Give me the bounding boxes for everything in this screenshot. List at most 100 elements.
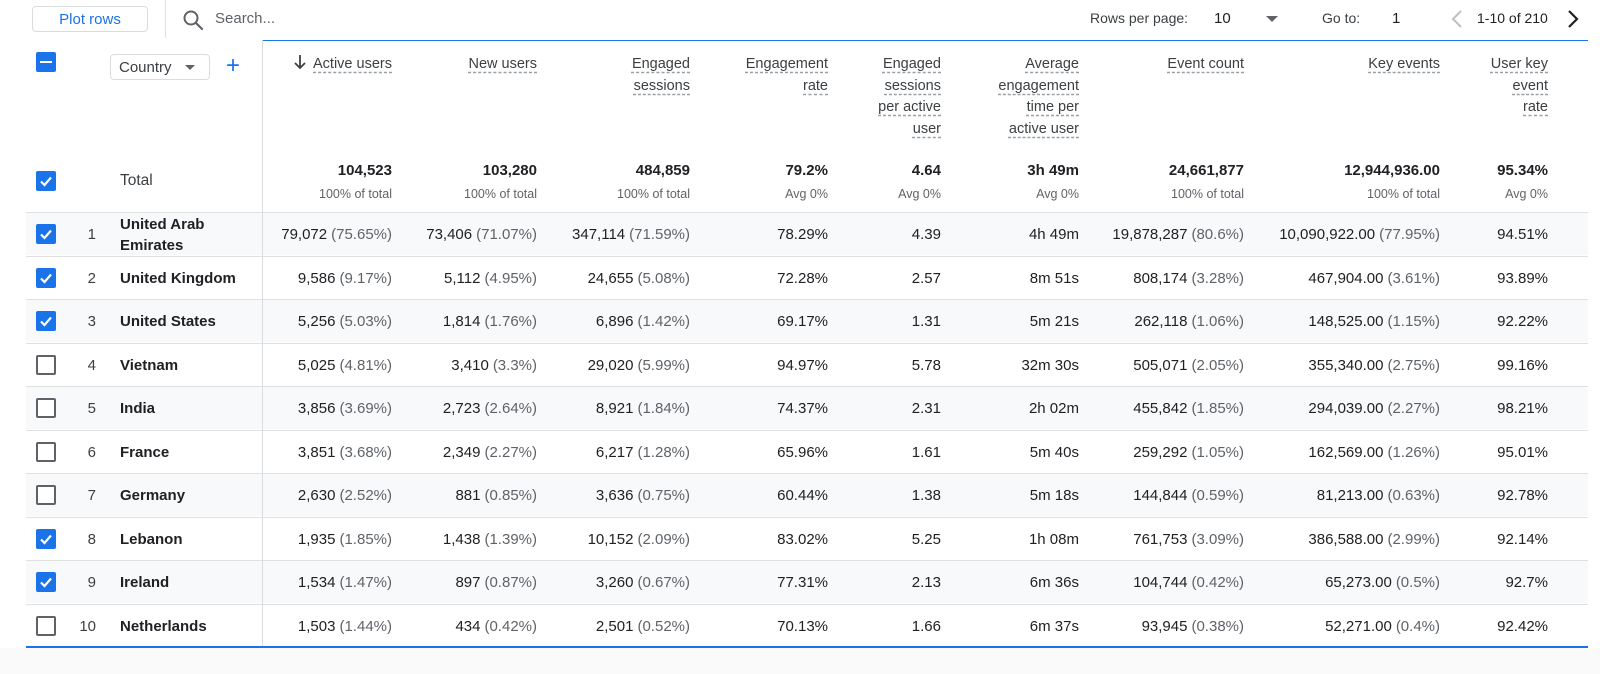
country-name[interactable]: United States (120, 313, 216, 330)
metric-cell: 72.28% (648, 257, 828, 300)
metric-value: 386,588.00 (1308, 530, 1384, 548)
row-rank: 10 (79, 617, 96, 635)
search-input[interactable]: Search... (215, 10, 276, 27)
rows-per-page-select[interactable]: 10 (1214, 10, 1231, 27)
table-row[interactable]: 4 Vietnam 5,025 (4.81%) 3,410 (3.3%) 29,020 (5.… (26, 342, 1588, 387)
country-name[interactable]: Netherlands (120, 617, 207, 635)
table-row[interactable]: 9 Ireland 1,534 (1.47%) 897 (0.87%) 3,260 (0.67… (26, 560, 1588, 603)
dimension-select[interactable]: Country (110, 54, 210, 80)
country-name[interactable]: Germany (120, 487, 186, 504)
metric-value: 2.13 (911, 574, 941, 591)
select-all-checkbox[interactable] (36, 52, 56, 72)
add-dimension-plus-icon[interactable]: + (225, 52, 240, 79)
metric-value: 98.21% (1497, 400, 1548, 417)
country-name[interactable]: Vietnam (120, 356, 179, 374)
metric-value: 92.78% (1497, 487, 1548, 504)
metric-cell: 95.01% (1388, 431, 1548, 474)
caret-down-icon[interactable] (1266, 16, 1278, 22)
metric-cell: 93,945 (0.38%) (1034, 605, 1244, 648)
column-header-avg-engagement-time[interactable]: Average engagement time per active user (959, 54, 1079, 140)
metric-cell: 6m 36s (899, 561, 1079, 604)
caret-down-icon (185, 65, 195, 70)
column-header-label: time per (1026, 99, 1079, 115)
column-header-event-count[interactable]: Event count (1094, 54, 1244, 76)
row-checkbox[interactable] (36, 615, 56, 636)
column-header-label: event (1512, 77, 1548, 94)
metric-value: 1,935 (297, 530, 336, 548)
metric-percent-of-total: (2.05%) (1191, 356, 1244, 374)
metric-value: 70.13% (777, 617, 828, 635)
metric-cell: 162,569.00 (1.26%) (1200, 431, 1440, 474)
row-checkbox[interactable] (36, 528, 56, 549)
total-row-checkbox[interactable] (36, 171, 56, 191)
dimension-column-separator (262, 40, 263, 648)
row-checkbox[interactable] (36, 398, 56, 418)
column-header-user-key-event-rate[interactable]: User key event rate (1448, 54, 1548, 119)
metric-value: 99.16% (1497, 356, 1548, 374)
row-checkbox[interactable] (36, 224, 56, 244)
metric-percent-of-total: (1.28%) (637, 443, 690, 461)
metric-cell: 29,020 (5.99%) (490, 344, 690, 387)
metric-cell: 347,114 (71.59%) (490, 213, 690, 256)
metric-cell: 65,273.00 (0.5%) (1200, 561, 1440, 604)
country-name[interactable]: France (120, 443, 170, 461)
go-to-label: Go to: (1322, 10, 1361, 26)
column-header-engagement-rate[interactable]: Engagement rate (708, 54, 828, 97)
column-header-active-users[interactable]: Active users (262, 54, 392, 76)
row-rank: 6 (87, 443, 96, 461)
column-header-label: New users (468, 56, 538, 72)
row-checkbox[interactable] (36, 485, 56, 505)
table-row[interactable]: 8 Lebanon 1,935 (1.85%) 1,438 (1.39%) 10,152 (2… (26, 516, 1588, 560)
metric-cell: 9,586 (9.17%) (202, 257, 392, 300)
country-name[interactable]: United Arab Emirates (120, 215, 205, 254)
table-row[interactable]: 1 United Arab Emirates 79,072 (75.65%) 73,40… (26, 212, 1588, 255)
country-name[interactable]: United Kingdom (120, 269, 236, 287)
metric-value: 60.44% (777, 487, 828, 504)
column-header-new-users[interactable]: New users (407, 54, 538, 76)
metric-percent-of-total: (2.99%) (1387, 530, 1440, 548)
table-row[interactable]: 7 Germany 2,630 (2.52%) 881 (0.85%) 3,636 (0.75… (26, 473, 1588, 516)
metric-value: 29,020 (587, 356, 634, 374)
metric-percent-of-total: (80.6%) (1191, 226, 1244, 243)
metric-value: 434 (455, 617, 481, 635)
column-header-label: Engaged (631, 56, 690, 72)
chevron-right-icon[interactable] (1564, 8, 1582, 30)
metric-value: 1.31 (911, 313, 941, 330)
metric-value: 2,723 (442, 400, 481, 417)
go-to-page-input[interactable]: 1 (1392, 10, 1401, 27)
metric-cell: 1.38 (781, 474, 941, 517)
metric-cell: 10,090,922.00 (77.95%) (1200, 213, 1440, 256)
table-row[interactable]: 5 India 3,856 (3.69%) 2,723 (2.64%) 8,921 (1.84… (26, 386, 1588, 429)
row-checkbox[interactable] (36, 311, 56, 331)
country-name[interactable]: Lebanon (120, 530, 183, 548)
metric-cell: 92.78% (1388, 474, 1548, 517)
metric-value: 3,260 (595, 574, 634, 591)
chevron-left-icon[interactable] (1448, 8, 1466, 30)
metric-percent-of-total: (9.17%) (339, 269, 392, 287)
table-row[interactable]: 3 United States 5,256 (5.03%) 1,814 (1.76%) 6,… (26, 299, 1588, 342)
table-row[interactable]: 2 United Kingdom 9,586 (9.17%) 5,112 (4.95%) 2… (26, 255, 1588, 300)
country-name[interactable]: India (120, 400, 156, 417)
metric-value: 6,896 (595, 313, 634, 330)
metric-value: 10,090,922.00 (1279, 226, 1376, 243)
sort-descending-arrow-icon[interactable] (293, 54, 307, 70)
column-header-key-events[interactable]: Key events (1260, 54, 1440, 76)
metric-value: 881 (455, 487, 481, 504)
table-row[interactable]: 10 Netherlands 1,503 (1.44%) 434 (0.42%) 2,501… (26, 603, 1588, 648)
plot-rows-button[interactable]: Plot rows (32, 6, 148, 32)
row-checkbox[interactable] (36, 354, 56, 375)
column-header-engaged-per-user[interactable]: Engaged sessions per active user (841, 54, 941, 140)
metric-percent-of-total: (1.76%) (484, 313, 537, 330)
metric-value: 2h 02m (1028, 400, 1079, 417)
column-header-engaged-sessions[interactable]: Engaged sessions (550, 54, 690, 97)
table-row[interactable]: 6 France 3,851 (3.68%) 2,349 (2.27%) 6,217 (1.2… (26, 429, 1588, 474)
row-checkbox[interactable] (36, 441, 56, 462)
row-checkbox[interactable] (36, 267, 56, 288)
row-checkbox[interactable] (36, 572, 56, 592)
search-icon[interactable] (181, 8, 205, 32)
country-name[interactable]: Ireland (120, 574, 170, 591)
metric-percent-of-total: (1.47%) (339, 574, 392, 591)
total-subtext: Avg 0% (785, 187, 828, 201)
metric-cell: 99.16% (1388, 344, 1548, 387)
metric-cell: 19,878,287 (80.6%) (1034, 213, 1244, 256)
